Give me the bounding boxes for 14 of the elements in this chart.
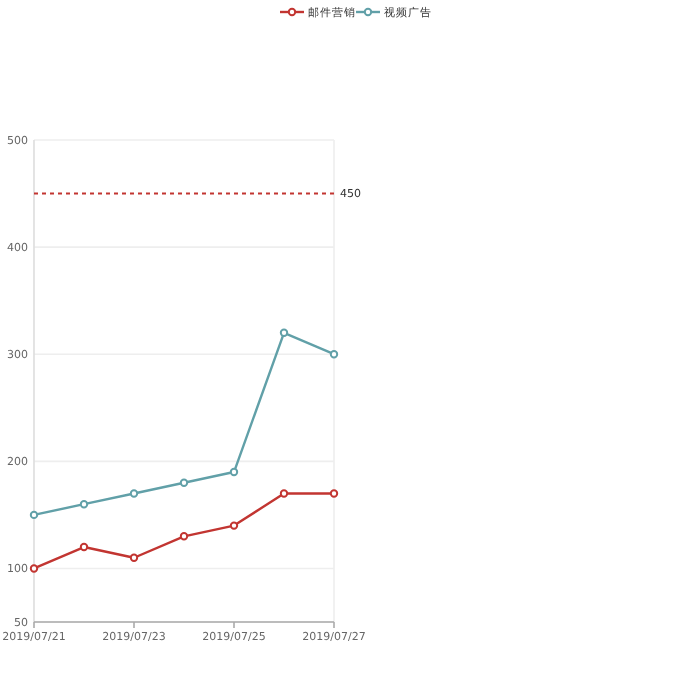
- point: [79, 542, 89, 552]
- point: [329, 350, 339, 359]
- point: [29, 510, 39, 520]
- point: [229, 521, 239, 530]
- point: [229, 467, 239, 477]
- point: [29, 564, 39, 573]
- point: [129, 553, 139, 562]
- point: [279, 328, 289, 337]
- point: [329, 489, 339, 498]
- point: [129, 489, 139, 498]
- point: [179, 532, 189, 541]
- point: [179, 478, 189, 487]
- point: [79, 499, 89, 509]
- point: [279, 489, 289, 498]
